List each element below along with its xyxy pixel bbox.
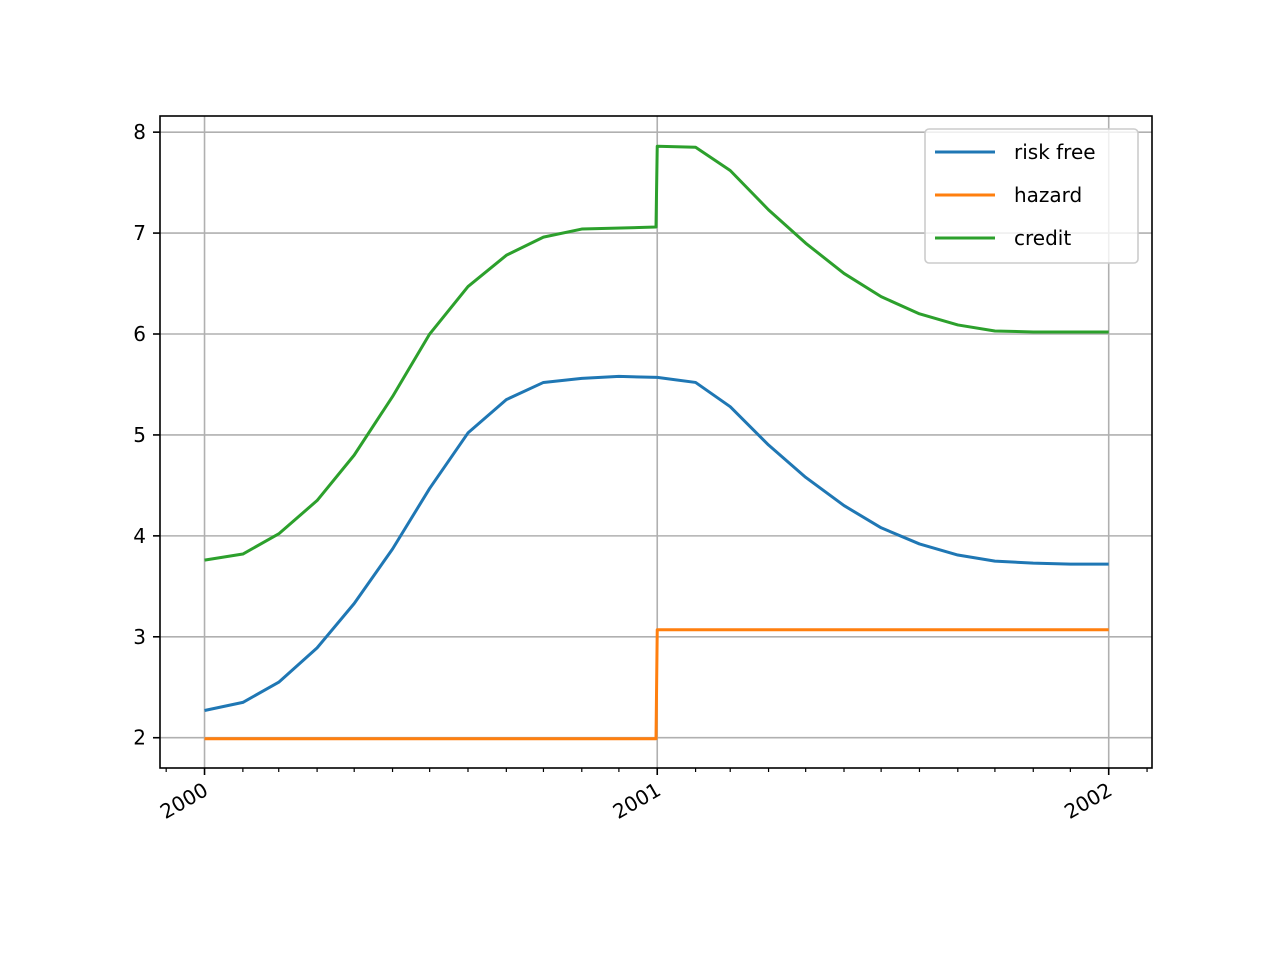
y-tick-label: 8	[133, 120, 146, 144]
legend-box	[924, 128, 1139, 264]
legend-label: hazard	[1014, 183, 1082, 207]
y-tick-label: 4	[133, 524, 146, 548]
y-tick-label: 5	[133, 423, 146, 447]
series-line-credit	[204, 144, 1109, 562]
legend-label: risk free	[1014, 140, 1096, 164]
series-line-hazard	[204, 628, 1109, 741]
y-tick-label: 6	[133, 322, 146, 346]
series-lines	[204, 144, 1109, 741]
legend: risk free hazard credit	[924, 128, 1139, 264]
y-tick-label: 7	[133, 221, 146, 245]
series-line-risk-free	[204, 374, 1109, 712]
y-tick-label: 3	[133, 625, 146, 649]
legend-label: credit	[1014, 226, 1071, 250]
axes-frame	[159, 115, 1153, 769]
y-tick-label: 2	[133, 726, 146, 750]
